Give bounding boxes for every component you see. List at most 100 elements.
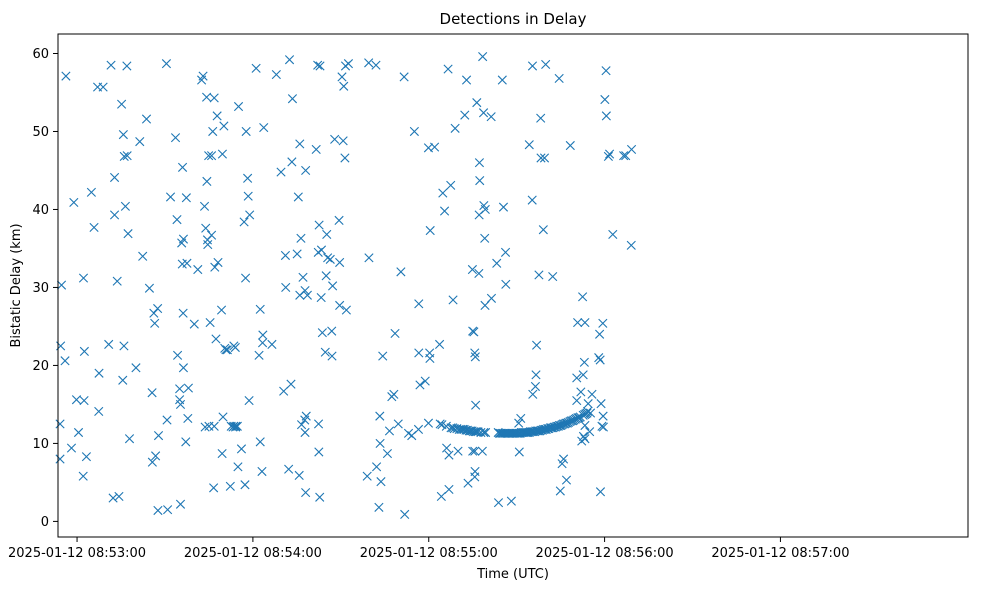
data-point-marker xyxy=(536,153,546,163)
data-point-marker xyxy=(98,82,108,92)
data-point-marker xyxy=(199,201,210,211)
y-tick-label: 20 xyxy=(32,359,49,374)
data-point-marker xyxy=(200,422,210,432)
data-point-marker xyxy=(240,273,251,283)
data-point-marker xyxy=(221,345,231,355)
data-point-marker xyxy=(486,293,497,303)
data-point-marker xyxy=(626,144,637,155)
data-point-marker xyxy=(578,431,589,441)
data-point-marker xyxy=(293,192,303,202)
data-point-marker xyxy=(443,64,453,74)
data-point-marker xyxy=(55,419,65,429)
data-point-marker xyxy=(587,389,597,399)
x-tick-label: 2025-01-12 08:53:00 xyxy=(8,546,146,561)
data-point-marker xyxy=(575,412,585,422)
data-point-marker xyxy=(122,61,132,71)
data-point-marker xyxy=(536,113,546,123)
data-point-marker xyxy=(480,233,490,243)
data-point-marker xyxy=(55,454,65,464)
x-tick-label: 2025-01-12 08:57:00 xyxy=(711,546,849,561)
data-point-marker xyxy=(69,197,79,208)
data-point-marker xyxy=(340,153,350,163)
data-point-marker xyxy=(371,462,382,472)
data-point-marker xyxy=(315,61,325,71)
data-point-marker xyxy=(206,230,217,240)
data-point-marker xyxy=(217,448,227,459)
data-point-marker xyxy=(573,413,583,423)
data-point-marker xyxy=(313,419,324,429)
data-point-marker xyxy=(538,225,548,235)
data-point-marker xyxy=(311,144,321,155)
data-point-marker xyxy=(313,60,323,70)
data-point-marker xyxy=(469,327,479,337)
data-point-marker xyxy=(61,71,71,81)
data-point-marker xyxy=(178,234,189,244)
data-point-marker xyxy=(497,75,507,85)
data-point-marker xyxy=(78,471,88,481)
data-point-marker xyxy=(175,384,185,394)
data-point-marker xyxy=(280,250,291,261)
data-point-marker xyxy=(151,451,161,461)
data-point-marker xyxy=(468,427,479,437)
data-point-marker xyxy=(492,258,502,268)
data-point-marker xyxy=(230,342,240,353)
data-point-marker xyxy=(316,245,327,255)
data-point-marker xyxy=(284,55,295,65)
data-point-marker xyxy=(124,434,135,444)
data-point-marker xyxy=(314,447,324,457)
data-point-marker xyxy=(450,123,460,133)
data-point-marker xyxy=(479,427,489,438)
data-point-marker xyxy=(474,158,485,168)
data-point-marker xyxy=(578,370,588,380)
data-point-marker xyxy=(209,421,219,431)
data-point-marker xyxy=(476,427,486,438)
data-point-marker xyxy=(300,285,310,296)
data-point-marker xyxy=(438,188,448,198)
data-point-marker xyxy=(460,110,470,120)
data-point-marker xyxy=(579,357,589,367)
data-point-marker xyxy=(580,434,590,444)
data-point-marker xyxy=(56,280,67,290)
data-point-marker xyxy=(378,351,388,361)
data-point-marker xyxy=(149,308,159,318)
data-point-marker xyxy=(177,162,188,172)
data-point-marker xyxy=(301,411,311,421)
data-point-marker xyxy=(118,130,128,140)
data-point-marker xyxy=(481,427,491,438)
data-point-marker xyxy=(172,215,182,225)
data-point-marker xyxy=(337,72,347,82)
data-point-marker xyxy=(514,447,524,457)
data-point-marker xyxy=(301,165,311,176)
data-point-marker xyxy=(442,443,452,453)
data-point-marker xyxy=(382,448,393,459)
data-point-marker xyxy=(565,140,575,151)
data-point-marker xyxy=(205,317,215,328)
data-point-marker xyxy=(626,240,636,250)
data-point-marker xyxy=(327,326,337,336)
data-point-marker xyxy=(414,299,424,309)
data-point-marker xyxy=(162,415,172,425)
data-point-marker xyxy=(477,446,487,456)
data-point-marker xyxy=(572,373,582,383)
data-point-marker xyxy=(298,272,308,282)
y-tick-label: 10 xyxy=(32,437,49,452)
data-point-marker xyxy=(619,151,629,161)
data-point-marker xyxy=(233,462,243,472)
data-point-marker xyxy=(478,52,488,62)
x-axis-ticks: 2025-01-12 08:53:00 2025-01-12 08:54:00 20… xyxy=(8,537,849,561)
y-tick-label: 40 xyxy=(32,203,49,218)
data-point-marker xyxy=(94,406,104,417)
data-point-marker xyxy=(498,202,509,212)
data-point-marker xyxy=(471,400,481,410)
data-point-marker xyxy=(106,60,116,70)
data-point-marker xyxy=(475,176,485,186)
data-point-marker xyxy=(435,419,445,429)
data-point-marker xyxy=(170,133,181,143)
data-point-marker xyxy=(222,345,232,355)
data-point-marker xyxy=(241,126,251,137)
data-point-marker xyxy=(257,466,267,477)
data-point-marker xyxy=(109,210,120,220)
data-point-marker xyxy=(66,443,77,453)
data-point-marker xyxy=(233,101,244,112)
data-point-marker xyxy=(135,137,145,147)
